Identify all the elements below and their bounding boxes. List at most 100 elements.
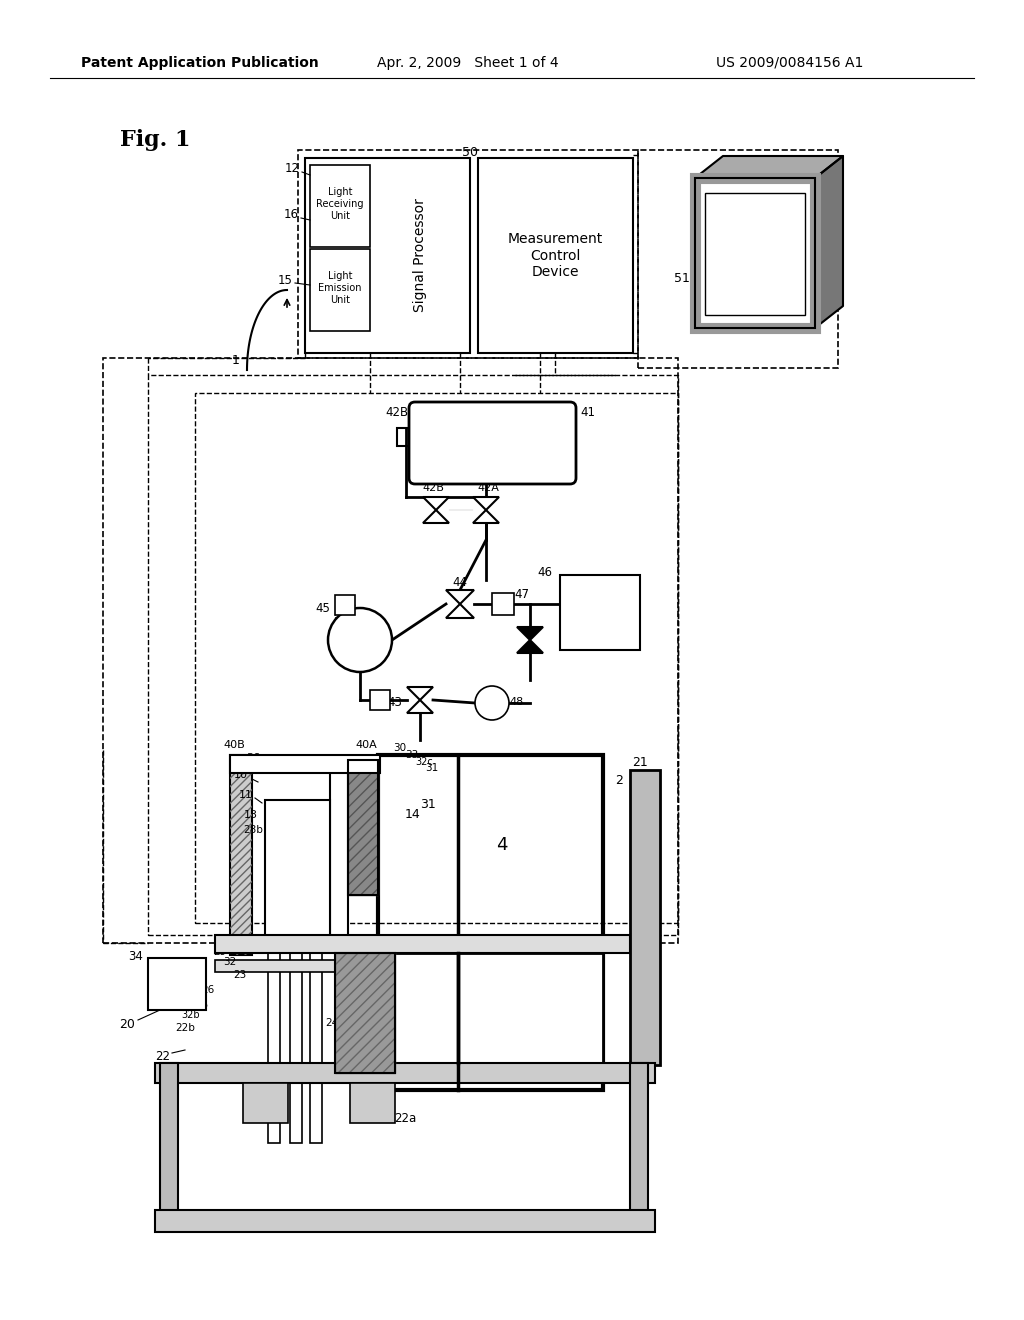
Text: 26: 26 bbox=[201, 985, 214, 995]
Text: 31: 31 bbox=[420, 799, 435, 812]
Bar bbox=[378, 953, 603, 1063]
Text: 48: 48 bbox=[509, 697, 523, 708]
Text: 32b: 32b bbox=[181, 1010, 200, 1020]
Bar bbox=[310, 165, 370, 247]
Bar bbox=[230, 755, 380, 774]
Text: 51: 51 bbox=[674, 272, 690, 285]
Text: T: T bbox=[488, 697, 496, 710]
Text: P: P bbox=[173, 977, 181, 991]
Bar bbox=[378, 755, 603, 1090]
Text: 40B: 40B bbox=[223, 741, 245, 750]
Bar bbox=[335, 953, 395, 1073]
Text: 43: 43 bbox=[387, 696, 402, 709]
Text: 47: 47 bbox=[514, 587, 529, 601]
Text: 11: 11 bbox=[239, 789, 253, 800]
Polygon shape bbox=[446, 605, 474, 618]
Text: Patent Application Publication: Patent Application Publication bbox=[81, 55, 318, 70]
Text: 40A: 40A bbox=[355, 741, 377, 750]
Polygon shape bbox=[407, 686, 433, 700]
Text: 28: 28 bbox=[360, 979, 374, 990]
Bar bbox=[335, 595, 355, 615]
Text: Apr. 2, 2009   Sheet 1 of 4: Apr. 2, 2009 Sheet 1 of 4 bbox=[377, 55, 559, 70]
Polygon shape bbox=[695, 156, 843, 178]
Bar bbox=[310, 249, 370, 331]
Bar bbox=[265, 800, 330, 940]
Polygon shape bbox=[517, 627, 543, 640]
Bar bbox=[148, 375, 678, 935]
Bar bbox=[103, 358, 678, 942]
Text: 30: 30 bbox=[393, 743, 407, 752]
Bar bbox=[370, 690, 390, 710]
Text: 32c: 32c bbox=[415, 756, 433, 767]
Text: 45: 45 bbox=[315, 602, 330, 615]
Text: 33: 33 bbox=[406, 750, 418, 760]
Text: 29: 29 bbox=[213, 946, 226, 957]
Bar bbox=[630, 1063, 648, 1213]
Bar bbox=[705, 193, 805, 315]
Text: 31: 31 bbox=[425, 763, 438, 774]
Text: 20: 20 bbox=[119, 1019, 135, 1031]
Text: Light
Receiving
Unit: Light Receiving Unit bbox=[316, 187, 364, 220]
Text: P: P bbox=[353, 631, 367, 649]
Text: 50: 50 bbox=[462, 145, 478, 158]
Text: Signal Processor: Signal Processor bbox=[413, 198, 427, 313]
Text: 16: 16 bbox=[284, 209, 299, 222]
Bar bbox=[695, 178, 815, 327]
Text: 44: 44 bbox=[453, 576, 468, 589]
Text: 36: 36 bbox=[246, 752, 260, 763]
Bar bbox=[305, 158, 470, 352]
Text: 32: 32 bbox=[223, 957, 236, 968]
Circle shape bbox=[328, 609, 392, 672]
Bar bbox=[160, 1063, 178, 1213]
Bar bbox=[243, 1082, 288, 1123]
Polygon shape bbox=[407, 700, 433, 713]
Text: 10: 10 bbox=[234, 770, 248, 780]
Text: 34: 34 bbox=[128, 949, 143, 962]
Bar bbox=[695, 178, 815, 327]
Bar bbox=[492, 593, 514, 615]
Text: Fig. 1: Fig. 1 bbox=[120, 129, 190, 150]
Polygon shape bbox=[423, 498, 449, 510]
Polygon shape bbox=[517, 640, 543, 653]
Bar bbox=[310, 953, 322, 1143]
Polygon shape bbox=[446, 590, 474, 605]
Bar bbox=[195, 393, 678, 923]
Text: 22: 22 bbox=[155, 1051, 170, 1064]
Bar bbox=[155, 1063, 655, 1082]
Text: 46: 46 bbox=[537, 566, 552, 579]
Polygon shape bbox=[473, 510, 499, 523]
Bar bbox=[290, 953, 302, 1143]
Bar bbox=[148, 958, 206, 1010]
Text: 25: 25 bbox=[350, 995, 364, 1005]
Bar bbox=[478, 158, 633, 352]
Text: 27: 27 bbox=[338, 1007, 351, 1016]
Text: Light
Emission
Unit: Light Emission Unit bbox=[318, 272, 361, 305]
Bar bbox=[330, 760, 348, 945]
Bar bbox=[335, 953, 395, 1073]
Text: 14: 14 bbox=[406, 808, 421, 821]
Bar bbox=[560, 576, 640, 649]
Text: 15: 15 bbox=[279, 273, 293, 286]
Bar bbox=[155, 1210, 655, 1232]
Circle shape bbox=[475, 686, 509, 719]
Text: 12: 12 bbox=[285, 161, 300, 174]
Text: 42B: 42B bbox=[385, 407, 408, 420]
Text: 35: 35 bbox=[195, 1001, 208, 1010]
Text: 24: 24 bbox=[325, 1018, 338, 1028]
Bar bbox=[397, 428, 415, 446]
Bar bbox=[230, 755, 252, 954]
Bar bbox=[215, 960, 465, 972]
Bar bbox=[695, 178, 815, 327]
Text: 22b: 22b bbox=[175, 1023, 195, 1034]
Bar bbox=[268, 953, 280, 1143]
Polygon shape bbox=[815, 156, 843, 327]
Text: 32a: 32a bbox=[340, 954, 359, 965]
Text: 42B: 42B bbox=[422, 483, 444, 492]
Text: 22a: 22a bbox=[394, 1111, 416, 1125]
Bar bbox=[350, 1082, 395, 1123]
Bar bbox=[230, 755, 252, 954]
Bar bbox=[298, 150, 638, 358]
Text: Measurement
Control
Device: Measurement Control Device bbox=[508, 232, 603, 279]
Text: 4: 4 bbox=[496, 836, 508, 854]
Text: 28b: 28b bbox=[243, 825, 263, 836]
